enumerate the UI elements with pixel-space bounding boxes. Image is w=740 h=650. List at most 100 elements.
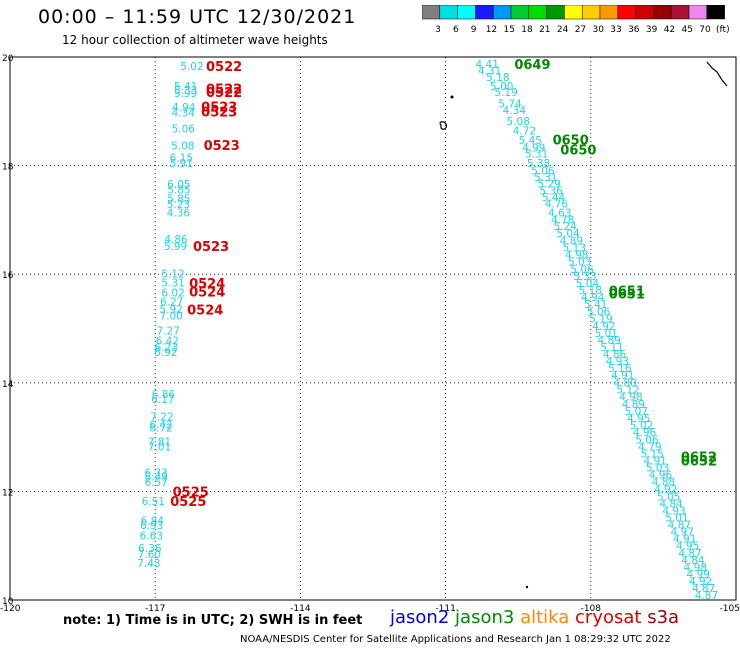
grid-lines [10,57,736,600]
swh-point-east: 4.34 [503,105,527,117]
swh-point-west: 6.42 [149,420,172,432]
swh-point-east: 4.78 [551,214,574,226]
swh-point-west: 5.31 [161,277,184,289]
swh-point-east: 5.04 [576,278,600,290]
color-scale-label: 33 [610,25,621,35]
note-bar: note: 1) Time is in UTC; 2) SWH is in fe… [63,613,362,628]
swh-point-east: 4.87 [668,520,691,532]
swh-point-west: 6.57 [144,477,167,489]
swh-point-west: 4.36 [167,207,191,219]
swh-point-east: 4.96 [649,470,673,482]
swh-point-west: 6.92 [154,347,177,359]
footer-credit: NOAA/NESDIS Center for Satellite Applica… [240,634,671,645]
color-scale-label: 39 [646,25,658,35]
swh-point-west: 7.01 [148,441,171,453]
time-label: 0523 [204,139,240,154]
swh-point-west: 7.00 [159,310,182,322]
axis-tick-labels: -120 -117 -114 -111 -108 -105 10 12 14 16 18 20 [0,54,740,614]
swh-point-east: 4.63 [548,207,571,219]
y-tick-label: 16 [2,271,14,281]
swh-point-west: 7.22 [150,411,173,423]
swh-point-east: 5.16 [608,363,632,375]
swh-point-east: 4.87 [695,590,718,602]
swh-point-east: 5.05 [657,491,680,503]
color-scale-label: 24 [557,25,569,35]
swh-point-east: 5.06 [531,165,555,177]
swh-point-west: 6.72 [149,422,172,434]
swh-point-west: 6.93 [140,520,163,532]
swh-point-west: 5.33 [174,85,197,97]
swh-point-east: 4.97 [671,527,694,539]
swh-point-west: 5.12 [161,269,184,281]
swh-point-east: 5.74 [498,99,522,111]
swh-point-west: 4.34 [172,107,196,119]
swh-point-east: 5.36 [539,186,563,198]
swh-point-east: 5.31 [534,172,557,184]
swh-point-east: 4.99 [522,143,545,155]
swh-point-west: 4.94 [172,102,196,114]
swh-point-east: 5.06 [587,307,611,319]
swh-point-west: 5.92 [159,304,182,316]
color-scale-label: 45 [681,25,692,35]
legend-s3a: s3a [647,607,680,628]
chart-subtitle: 12 hour collection of altimeter wave hei… [62,33,328,47]
x-tick-label: -105 [720,604,740,614]
swh-point-west: 5.85 [167,194,190,206]
swh-point-east: 5.18 [486,72,509,84]
swh-point-east: 4.91 [611,370,634,382]
time-label: 0652 [681,454,717,469]
color-scale-label: 70 [699,25,711,35]
swh-point-east: 5.31 [525,149,548,161]
time-label: 0651 [609,288,645,303]
color-scale-label: 6 [453,25,459,35]
swh-point-west: 6.27 [160,296,183,308]
swh-point-east: 4.31 [478,66,501,78]
time-label: 0525 [173,485,209,500]
swh-point-east: 5.00 [490,81,513,93]
swh-point-west: 5.99 [174,88,197,100]
color-scale-label: 27 [575,25,586,35]
swh-point-east: 5.03 [646,463,669,475]
color-scale-label: (ft) [716,25,730,35]
swh-point-west: 4.86 [164,234,188,246]
swh-point-west: 5.23 [167,199,190,211]
swh-point-east: 4.98 [619,391,642,403]
legend-jason3: jason3 [455,607,515,628]
x-tick-label: -114 [290,604,311,614]
swh-point-west: 6.63 [140,530,163,542]
color-scale-label: 15 [503,25,514,35]
swh-point-east: 4.96 [633,427,657,439]
swh-point-west: 7.60 [138,549,161,561]
swh-point-west: 5.41 [174,81,197,93]
swh-point-east: 4.92 [654,484,677,496]
data-marks: 5.025.415.335.994.944.345.065.086.155.91… [137,58,718,602]
swh-point-east: 4.95 [627,413,650,425]
swh-point-east: 4.89 [560,236,583,248]
swh-point-east: 5.44 [542,192,566,204]
swh-point-east: 5.19 [494,87,517,99]
color-scale-label: 21 [539,25,550,35]
x-tick-label: -108 [581,604,602,614]
x-tick-label: -120 [0,604,21,614]
time-label: 0651 [609,284,645,299]
swh-point-east: 4.93 [662,505,685,517]
swh-point-east: 4.98 [565,250,588,262]
y-tick-label: 18 [2,163,14,173]
swh-point-east: 5.15 [641,448,664,460]
time-label: 0523 [193,240,229,255]
swh-point-east: 4.92 [592,321,615,333]
swh-point-east: 4.99 [687,569,710,581]
swh-point-east: 4.87 [678,548,701,560]
color-scale-label: 30 [592,25,604,35]
swh-point-east: 4.98 [684,562,707,574]
swh-point-east: 5.08 [507,116,530,128]
swh-point-east: 5.45 [519,135,542,147]
swh-point-east: 4.88 [652,477,675,489]
color-scale-label: 3 [435,25,441,35]
y-tick-label: 12 [2,488,13,498]
swh-point-west: 6.23 [155,342,178,354]
legend-cryosat: cryosat [575,607,642,628]
time-label: 0649 [514,58,550,73]
swh-point-west: 7.27 [157,326,180,338]
